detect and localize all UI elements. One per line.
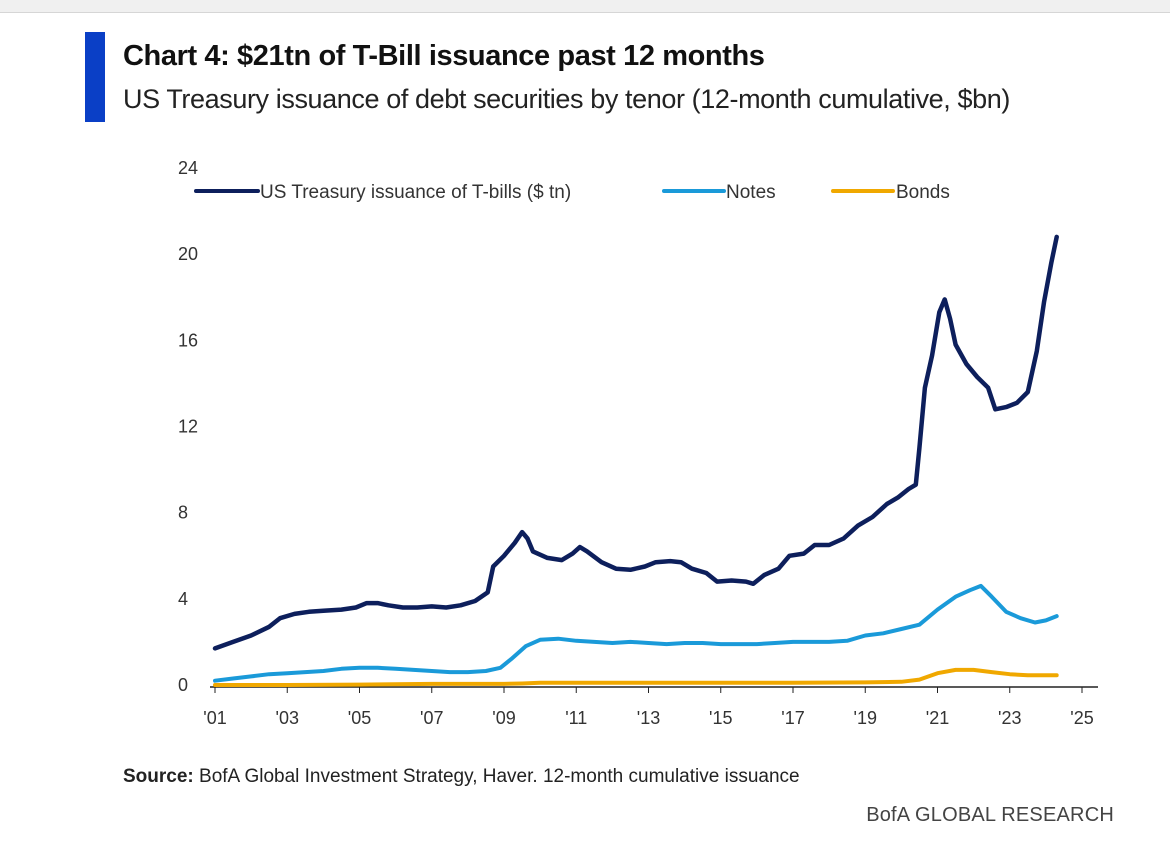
y-tick-label-16: 16 <box>178 330 198 350</box>
source-text: BofA Global Investment Strategy, Haver. … <box>193 766 800 787</box>
x-tick-label-23: '23 <box>998 708 1021 728</box>
title-accent-bar <box>85 32 105 122</box>
x-tick-label-25: '25 <box>1070 708 1093 728</box>
y-tick-label-24: 24 <box>178 158 198 178</box>
series-line-bonds <box>213 667 1059 687</box>
x-tick-label-17: '17 <box>781 708 804 728</box>
x-tick-label-13: '13 <box>637 708 660 728</box>
y-tick-label-12: 12 <box>178 417 198 437</box>
series-line-notes <box>213 583 1059 683</box>
legend-label-notes: Notes <box>726 182 776 203</box>
x-tick-label-19: '19 <box>854 708 877 728</box>
x-tick-label-07: '07 <box>420 708 443 728</box>
chart-series <box>212 234 1059 687</box>
series-line-us-treasury-issuance-of-t-bills-tn <box>212 234 1059 651</box>
y-tick-label-4: 4 <box>178 589 188 609</box>
source-label: Source: <box>123 766 194 787</box>
brand-label: BofA GLOBAL RESEARCH <box>866 804 1114 826</box>
x-tick-label-15: '15 <box>709 708 732 728</box>
chart-legend: US Treasury issuance of T-bills ($ tn) No… <box>194 182 950 203</box>
legend-label-us-treasury-issuance-of-t-bills-tn: US Treasury issuance of T-bills ($ tn) <box>260 182 571 203</box>
legend-label-bonds: Bonds <box>896 182 950 203</box>
x-tick-label-09: '09 <box>492 708 515 728</box>
y-tick-label-0: 0 <box>178 675 188 695</box>
x-tick-label-01: '01 <box>203 708 226 728</box>
chart-title: Chart 4: $21tn of T-Bill issuance past 1… <box>123 40 765 72</box>
chart-axes: 0 4 8 12 16 20 24 '01 '03 '05 '07 '09 '11 '13 '15 '17 '1… <box>178 158 1098 728</box>
window-top-strip <box>0 0 1170 13</box>
x-tick-label-11: '11 <box>565 708 587 728</box>
y-tick-label-20: 20 <box>178 244 198 264</box>
x-tick-label-21: '21 <box>926 708 949 728</box>
x-tick-label-05: '05 <box>348 708 371 728</box>
y-tick-label-8: 8 <box>178 503 188 523</box>
source-note: Source: BofA Global Investment Strategy,… <box>123 766 800 788</box>
chart-subtitle: US Treasury issuance of debt securities … <box>123 84 1010 114</box>
x-tick-label-03: '03 <box>276 708 299 728</box>
